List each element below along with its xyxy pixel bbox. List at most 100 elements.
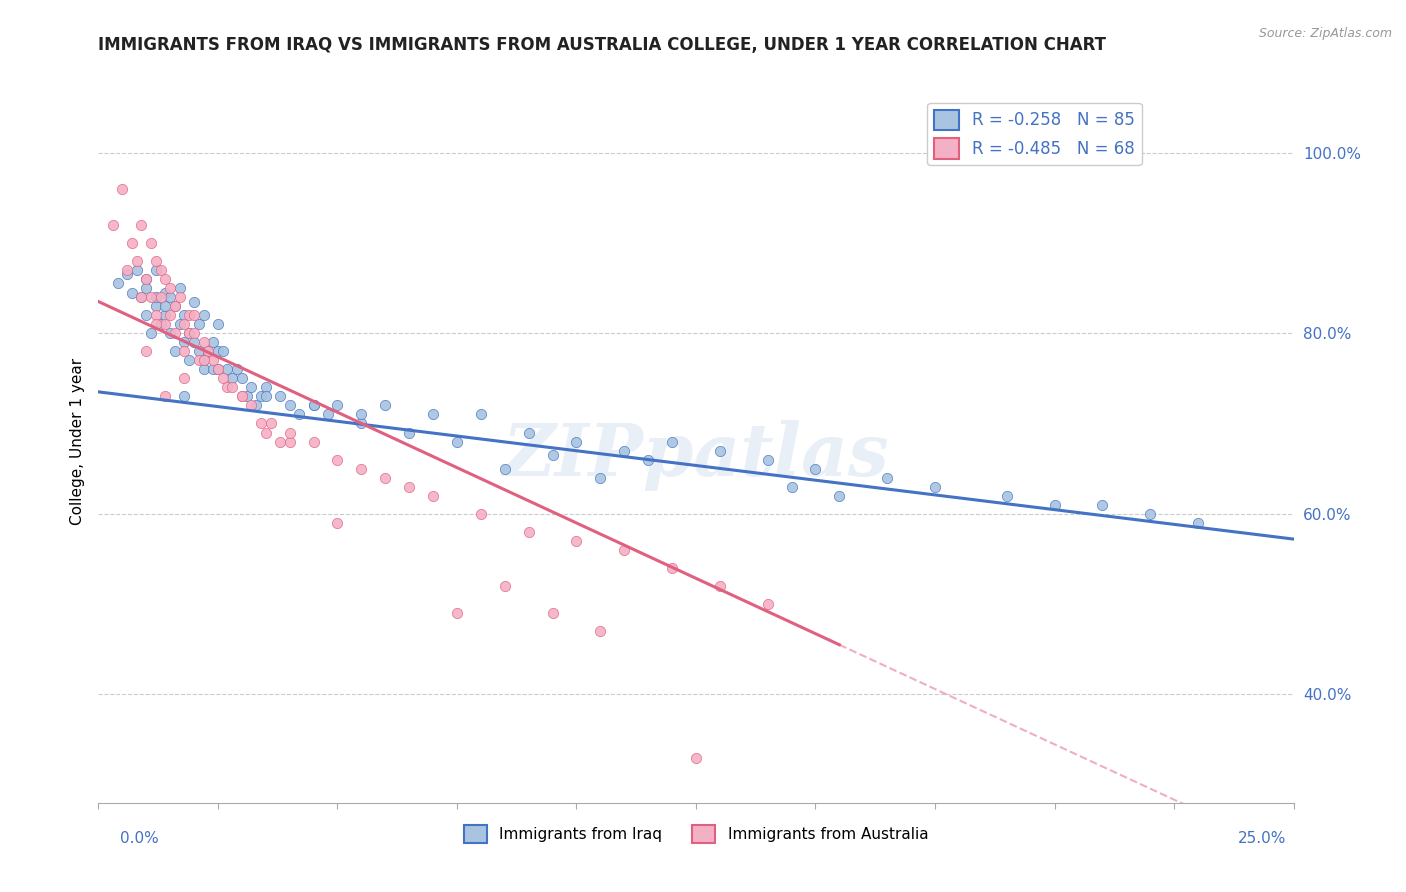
Point	[155, 317, 177, 331]
Point	[221, 380, 243, 394]
Point	[179, 353, 201, 368]
Point	[135, 308, 157, 322]
Point	[278, 425, 301, 440]
Point	[278, 434, 301, 449]
Point	[589, 471, 612, 485]
Point	[302, 434, 325, 449]
Point	[231, 389, 253, 403]
Point	[159, 308, 181, 322]
Point	[193, 353, 215, 368]
Point	[183, 294, 205, 309]
Point	[350, 408, 373, 422]
Point	[187, 317, 209, 331]
Point	[1139, 507, 1161, 521]
Point	[207, 362, 229, 376]
Point	[398, 425, 420, 440]
Legend: Immigrants from Iraq, Immigrants from Australia: Immigrants from Iraq, Immigrants from Au…	[457, 819, 935, 849]
Point	[207, 344, 229, 359]
Point	[125, 263, 148, 277]
Point	[250, 417, 273, 431]
Point	[173, 317, 195, 331]
Point	[254, 389, 277, 403]
Point	[254, 425, 277, 440]
Point	[245, 398, 267, 412]
Point	[183, 335, 205, 350]
Point	[221, 371, 243, 385]
Point	[145, 254, 167, 268]
Point	[470, 507, 492, 521]
Point	[995, 489, 1018, 503]
Point	[149, 290, 172, 304]
Point	[326, 452, 349, 467]
Point	[187, 344, 209, 359]
Point	[101, 218, 124, 232]
Point	[422, 489, 444, 503]
Point	[240, 380, 263, 394]
Point	[135, 272, 157, 286]
Point	[278, 398, 301, 412]
Point	[197, 344, 219, 359]
Point	[145, 308, 167, 322]
Point	[217, 380, 239, 394]
Point	[139, 290, 162, 304]
Point	[709, 579, 731, 593]
Point	[107, 277, 129, 291]
Point	[350, 461, 373, 475]
Point	[613, 443, 636, 458]
Point	[179, 326, 201, 341]
Point	[115, 268, 138, 282]
Point	[145, 317, 167, 331]
Point	[169, 317, 191, 331]
Point	[613, 542, 636, 557]
Point	[202, 335, 225, 350]
Point	[163, 344, 186, 359]
Point	[163, 326, 186, 341]
Point	[207, 317, 229, 331]
Point	[139, 326, 162, 341]
Point	[155, 299, 177, 313]
Point	[804, 461, 827, 475]
Point	[193, 362, 215, 376]
Point	[159, 290, 181, 304]
Point	[163, 299, 186, 313]
Point	[780, 480, 803, 494]
Point	[470, 408, 492, 422]
Point	[131, 218, 153, 232]
Point	[250, 389, 273, 403]
Point	[231, 371, 253, 385]
Point	[1091, 498, 1114, 512]
Point	[326, 516, 349, 530]
Point	[121, 285, 143, 300]
Point	[179, 326, 201, 341]
Point	[756, 452, 779, 467]
Point	[115, 263, 138, 277]
Point	[374, 471, 396, 485]
Point	[145, 263, 167, 277]
Point	[193, 353, 215, 368]
Point	[541, 606, 564, 620]
Point	[211, 371, 233, 385]
Point	[326, 398, 349, 412]
Point	[494, 461, 516, 475]
Point	[565, 533, 588, 548]
Point	[202, 353, 225, 368]
Text: 0.0%: 0.0%	[120, 831, 159, 846]
Point	[541, 448, 564, 462]
Point	[197, 344, 219, 359]
Point	[661, 434, 683, 449]
Point	[183, 308, 205, 322]
Point	[131, 290, 153, 304]
Point	[111, 182, 134, 196]
Point	[517, 425, 540, 440]
Point	[269, 434, 291, 449]
Point	[173, 371, 195, 385]
Point	[159, 281, 181, 295]
Point	[131, 290, 153, 304]
Point	[269, 389, 291, 403]
Point	[149, 263, 172, 277]
Point	[155, 308, 177, 322]
Point	[374, 398, 396, 412]
Point	[145, 299, 167, 313]
Point	[709, 443, 731, 458]
Point	[173, 308, 195, 322]
